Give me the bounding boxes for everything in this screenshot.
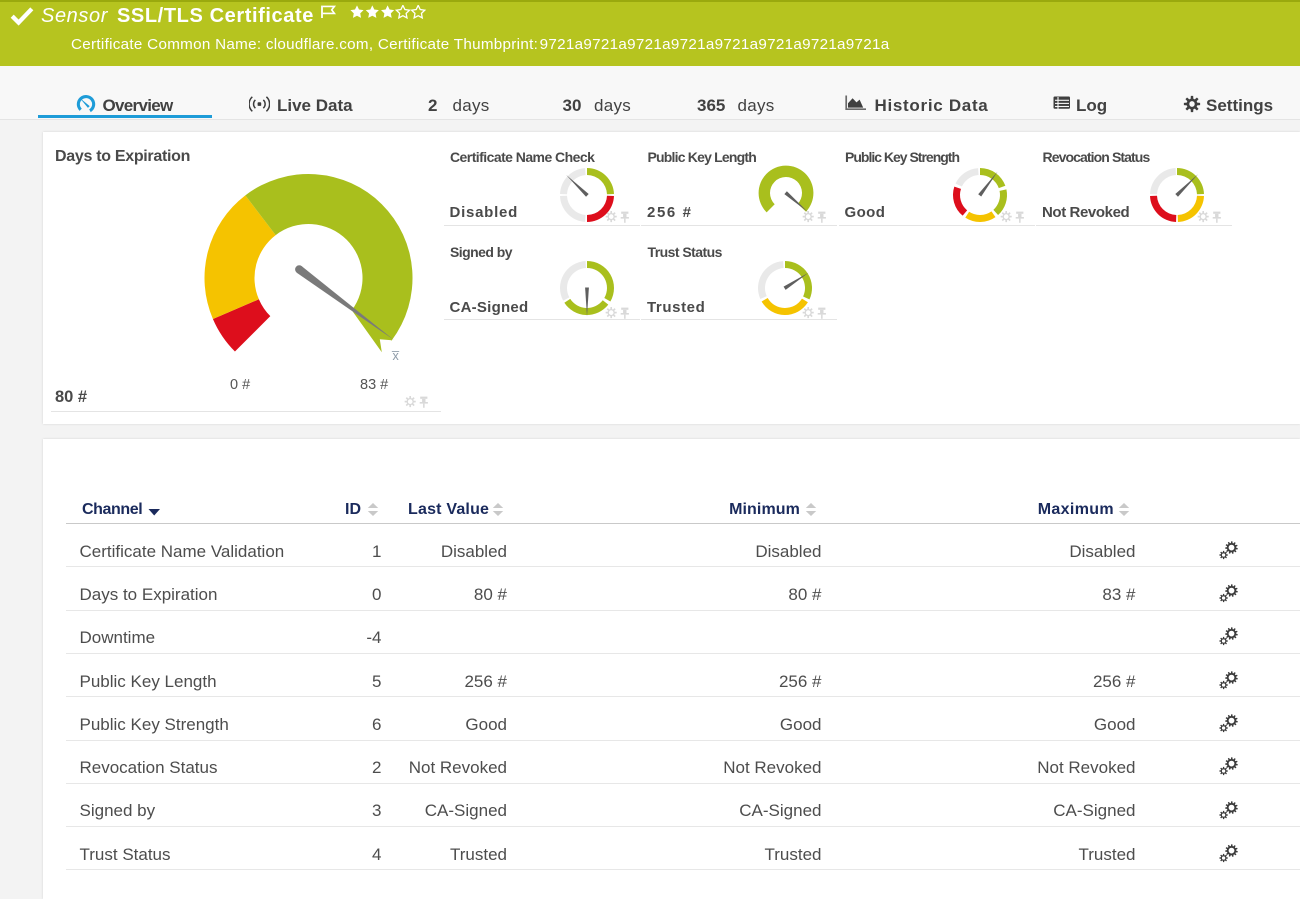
svg-text:x̅: x̅	[392, 349, 400, 363]
